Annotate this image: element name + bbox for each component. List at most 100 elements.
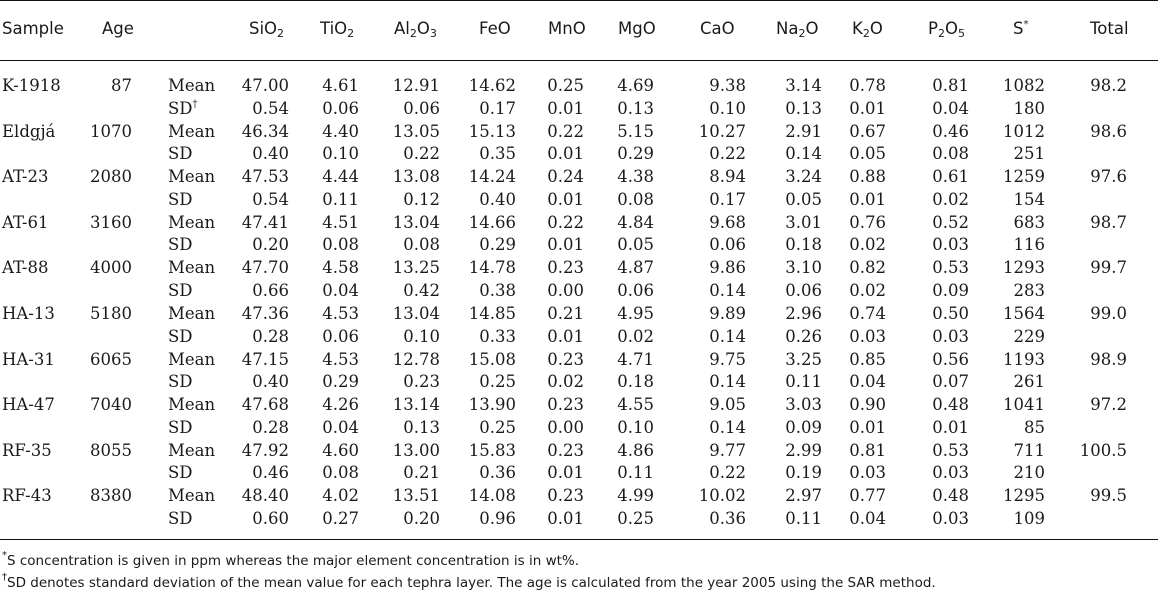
mean-mno: 0.21 bbox=[547, 304, 584, 323]
sample-name: AT-61 bbox=[2, 212, 49, 232]
mean-cao: 9.89 bbox=[709, 304, 746, 323]
mean-p2o5: 0.53 bbox=[932, 258, 969, 278]
sd-mgo: 0.13 bbox=[617, 98, 654, 118]
sd-cao: 0.22 bbox=[709, 144, 746, 164]
total-value: 99.5 bbox=[1090, 486, 1127, 506]
mean-mgo: 4.87 bbox=[617, 258, 654, 278]
sd-mgo: 0.25 bbox=[617, 509, 654, 528]
sd-na2o: 0.13 bbox=[785, 98, 822, 118]
mean-feo: 14.08 bbox=[468, 486, 516, 506]
mean-mgo: 4.95 bbox=[617, 304, 654, 323]
sample-name: Eldgjá bbox=[2, 121, 56, 141]
mean-p2o5: 0.53 bbox=[932, 440, 969, 460]
sd-k2o: 0.02 bbox=[849, 235, 886, 255]
sd-mno: 0.01 bbox=[547, 144, 584, 164]
sd-tio2: 0.04 bbox=[322, 281, 359, 300]
sd-feo: 0.36 bbox=[479, 463, 516, 483]
sd-mno: 0.01 bbox=[547, 463, 584, 483]
sd-cao: 0.14 bbox=[709, 326, 746, 346]
mean-label: Mean bbox=[168, 349, 216, 369]
mean-cao: 9.38 bbox=[709, 76, 746, 95]
mean-sio2: 47.36 bbox=[241, 304, 289, 323]
table-bottom-rule bbox=[0, 539, 1158, 540]
mean-s: 1259 bbox=[1003, 167, 1045, 187]
mean-mgo: 4.86 bbox=[617, 440, 654, 460]
mean-feo: 14.66 bbox=[468, 212, 516, 232]
mean-na2o: 3.25 bbox=[785, 349, 822, 369]
mean-mgo: 4.55 bbox=[617, 395, 654, 415]
sd-mno: 0.01 bbox=[547, 98, 584, 118]
mean-feo: 13.90 bbox=[468, 395, 516, 415]
sd-cao: 0.06 bbox=[709, 235, 746, 255]
mean-p2o5: 0.56 bbox=[932, 349, 969, 369]
sd-na2o: 0.26 bbox=[785, 326, 822, 346]
mean-sio2: 47.53 bbox=[241, 167, 289, 187]
sd-k2o: 0.02 bbox=[849, 281, 886, 300]
mean-sio2: 48.40 bbox=[241, 486, 289, 506]
sample-age: 87 bbox=[111, 76, 132, 95]
mean-na2o: 2.99 bbox=[785, 440, 822, 460]
mean-feo: 15.08 bbox=[468, 349, 516, 369]
mean-tio2: 4.53 bbox=[322, 349, 359, 369]
total-value: 99.0 bbox=[1090, 304, 1127, 323]
sd-sio2: 0.28 bbox=[252, 417, 289, 437]
mean-na2o: 2.91 bbox=[785, 121, 822, 141]
sd-k2o: 0.05 bbox=[849, 144, 886, 164]
sd-mno: 0.01 bbox=[547, 326, 584, 346]
sd-cao: 0.14 bbox=[709, 281, 746, 300]
header-total: Total bbox=[1090, 19, 1129, 38]
sd-al2o3: 0.13 bbox=[403, 417, 440, 437]
sample-age: 1070 bbox=[90, 121, 132, 141]
sd-mgo: 0.08 bbox=[617, 189, 654, 209]
sd-mgo: 0.18 bbox=[617, 372, 654, 392]
sd-s: 180 bbox=[1013, 98, 1046, 118]
mean-mno: 0.23 bbox=[547, 486, 584, 506]
mean-label: Mean bbox=[168, 440, 216, 460]
sd-mgo: 0.06 bbox=[617, 281, 654, 300]
total-value: 98.6 bbox=[1090, 121, 1127, 141]
sd-na2o: 0.18 bbox=[785, 235, 822, 255]
mean-sio2: 47.92 bbox=[241, 440, 289, 460]
sample-age: 6065 bbox=[90, 349, 132, 369]
total-value: 98.9 bbox=[1090, 349, 1127, 369]
sd-label: SD† bbox=[168, 98, 198, 118]
sd-p2o5: 0.09 bbox=[932, 281, 969, 300]
sd-p2o5: 0.03 bbox=[932, 235, 969, 255]
sd-cao: 0.17 bbox=[709, 189, 746, 209]
mean-al2o3: 12.91 bbox=[392, 76, 440, 95]
sd-feo: 0.29 bbox=[479, 235, 516, 255]
sd-al2o3: 0.20 bbox=[403, 509, 440, 528]
sd-tio2: 0.06 bbox=[322, 326, 359, 346]
mean-mgo: 4.99 bbox=[617, 486, 654, 506]
sample-age: 2080 bbox=[90, 167, 132, 187]
mean-al2o3: 13.14 bbox=[392, 395, 440, 415]
sd-k2o: 0.01 bbox=[849, 98, 886, 118]
header-k2o: K2O bbox=[852, 19, 883, 40]
total-value: 97.6 bbox=[1090, 167, 1127, 187]
sample-age: 5180 bbox=[90, 304, 132, 323]
header-sio2: SiO2 bbox=[249, 19, 285, 40]
mean-cao: 9.05 bbox=[709, 395, 746, 415]
mean-tio2: 4.53 bbox=[322, 304, 359, 323]
sd-tio2: 0.11 bbox=[322, 189, 359, 209]
mean-label: Mean bbox=[168, 212, 216, 232]
sd-p2o5: 0.03 bbox=[932, 326, 969, 346]
sd-feo: 0.25 bbox=[479, 372, 516, 392]
sd-k2o: 0.04 bbox=[849, 372, 886, 392]
mean-mno: 0.23 bbox=[547, 349, 584, 369]
sd-feo: 0.33 bbox=[479, 326, 516, 346]
mean-feo: 14.24 bbox=[468, 167, 516, 187]
sd-sio2: 0.54 bbox=[252, 98, 289, 118]
sd-cao: 0.22 bbox=[709, 463, 746, 483]
sd-label: SD bbox=[168, 189, 193, 209]
sd-label: SD bbox=[168, 509, 193, 528]
sd-cao: 0.10 bbox=[709, 98, 746, 118]
mean-al2o3: 13.05 bbox=[392, 121, 440, 141]
sample-name: HA-31 bbox=[2, 349, 55, 369]
footnote-s-ppm: *S concentration is given in ppm whereas… bbox=[2, 550, 580, 570]
mean-k2o: 0.90 bbox=[849, 395, 886, 415]
mean-tio2: 4.26 bbox=[322, 395, 359, 415]
sd-s: 109 bbox=[1013, 509, 1046, 528]
sd-feo: 0.40 bbox=[479, 189, 516, 209]
sd-k2o: 0.03 bbox=[849, 463, 886, 483]
